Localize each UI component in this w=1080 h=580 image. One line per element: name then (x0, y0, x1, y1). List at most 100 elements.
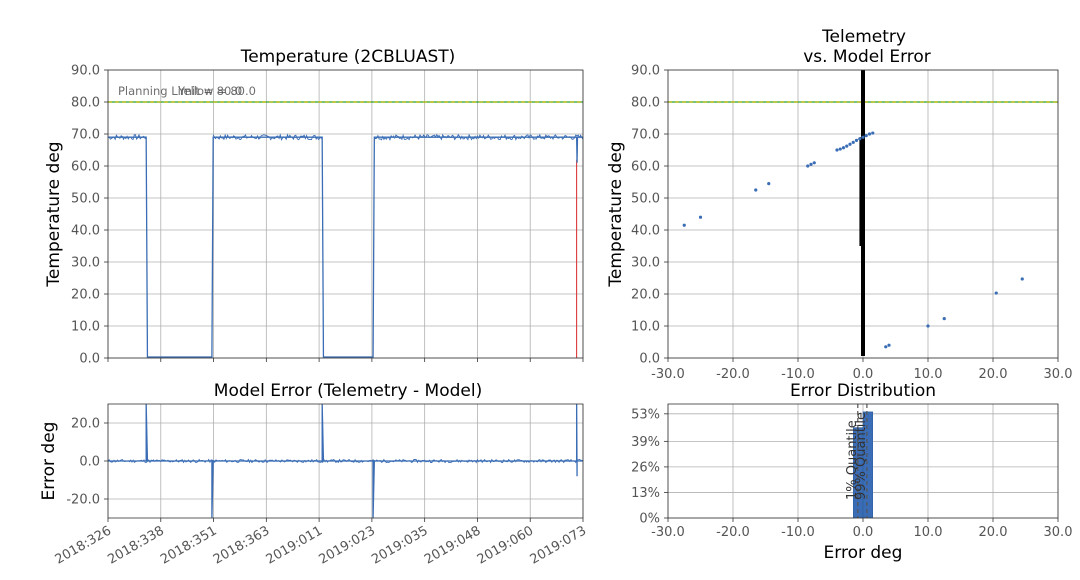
histogram-y-tick-label: 13% (631, 486, 660, 501)
model-error-title: Model Error (Telemetry - Model) (214, 381, 482, 401)
scatter-y-tick-label: 20.0 (631, 288, 660, 303)
histogram-y-tick-label: 0% (639, 512, 660, 527)
scatter-y-label: Temperature deg (606, 141, 626, 287)
temperature-x-ticks (107, 358, 584, 362)
scatter-y-tick-label: 30.0 (631, 256, 660, 271)
histogram-x-tick-label: 20.0 (979, 525, 1008, 540)
model-error-x-tick-label: 2019:073 (528, 523, 589, 567)
histogram-quantile-label: 1% Quantile (845, 420, 860, 500)
temperature-y-ticks: 0.0 10.0 20.0 30.0 40.0 50.0 60.0 70.0 80.0 90.0 (71, 64, 108, 367)
scatter-point (806, 164, 810, 168)
scatter-point (767, 182, 771, 186)
temperature-series (108, 133, 583, 358)
scatter-x-ticks: -30.0 -20.0 -10.0 0.0 10.0 20.0 30.0 (651, 358, 1072, 382)
scatter-point (851, 140, 855, 144)
model-error-panel: -20.00.020.0 2018:3262018:3382018:351201… (39, 381, 589, 568)
scatter-x-tick-label: -30.0 (651, 367, 685, 382)
model-error-y-tick-label: -20.0 (66, 493, 100, 508)
model-error-x-tick-label: 2018:338 (105, 523, 166, 567)
scatter-point (809, 162, 813, 166)
scatter-dense-band-offset (859, 137, 863, 246)
temperature-y-tick-label: 40.0 (71, 224, 100, 239)
histogram-y-ticks: 0% 13% 26% 39% 53% (631, 407, 668, 527)
scatter-point (754, 188, 758, 192)
scatter-point (682, 223, 686, 227)
model-error-x-tick-label: 2019:011 (264, 523, 325, 567)
histogram-x-tick-label: -20.0 (716, 525, 750, 540)
scatter-point (858, 137, 862, 141)
histogram-x-ticks: -30.0 -20.0 -10.0 0.0 10.0 20.0 30.0 (651, 518, 1072, 540)
model-error-x-tick-label: 2018:326 (53, 523, 114, 567)
scatter-title-line-1: Telemetry (821, 27, 906, 47)
model-error-noise (108, 458, 583, 464)
temperature-noise-segment (374, 133, 583, 141)
histogram-x-tick-label: 10.0 (914, 525, 943, 540)
scatter-y-tick-label: 70.0 (631, 128, 660, 143)
model-error-x-tick-label: 2019:048 (422, 523, 483, 567)
scatter-x-tick-label: 0.0 (853, 367, 874, 382)
histogram-x-tick-label: -10.0 (781, 525, 815, 540)
model-error-x-tick-label: 2018:351 (158, 523, 219, 567)
scatter-y-tick-label: 10.0 (631, 320, 660, 335)
temperature-y-tick-label: 20.0 (71, 288, 100, 303)
scatter-point (864, 134, 868, 138)
model-error-x-tick-label: 2019:035 (369, 523, 430, 567)
scatter-point (884, 345, 888, 349)
temperature-frame (107, 69, 584, 359)
scatter-point (861, 135, 865, 139)
scatter-point (1020, 277, 1024, 281)
model-error-x-ticks: 2018:3262018:3382018:3512018:3632019:011… (53, 518, 589, 568)
scatter-x-tick-label: -20.0 (716, 367, 750, 382)
histogram-y-tick-label: 53% (631, 407, 660, 422)
model-error-series (108, 404, 583, 518)
scatter-y-tick-label: 80.0 (631, 96, 660, 111)
temperature-y-tick-label: 50.0 (71, 192, 100, 207)
temperature-telemetry-line (108, 136, 583, 358)
histogram-x-tick-label: 30.0 (1044, 525, 1073, 540)
temperature-y-tick-label: 60.0 (71, 160, 100, 175)
model-error-y-tick-label: 0.0 (79, 455, 100, 470)
temperature-y-label: Temperature deg (44, 141, 64, 287)
temperature-noise-segment (212, 133, 323, 141)
scatter-x-tick-label: 20.0 (979, 367, 1008, 382)
planning-limit-annotation: Planning Limit = 80.0 (118, 84, 242, 98)
scatter-point (926, 324, 930, 328)
scatter-y-tick-label: 40.0 (631, 224, 660, 239)
histogram-x-tick-label: -30.0 (651, 525, 685, 540)
temperature-panel: 0.010.020.030.040.050.060.070.080.090.0 … (44, 47, 584, 367)
model-error-x-tick-label: 2018:363 (211, 523, 272, 567)
scatter-point (698, 215, 703, 219)
temperature-title: Temperature (2CBLUAST) (240, 47, 456, 67)
scatter-x-tick-label: 30.0 (1044, 367, 1073, 382)
scatter-points (682, 70, 1024, 356)
scatter-x-tick-label: -10.0 (781, 367, 815, 382)
histogram-x-label: Error deg (824, 543, 903, 563)
histogram-y-tick-label: 39% (631, 435, 660, 450)
scatter-y-tick-label: 90.0 (631, 64, 660, 79)
model-error-y-ticks: -20.0 0.0 20.0 (66, 417, 108, 508)
scatter-point (887, 343, 891, 347)
scatter-point (854, 138, 859, 142)
scatter-point (835, 148, 839, 152)
temperature-limit-lines (108, 101, 583, 358)
scatter-point (845, 144, 849, 148)
scatter-y-ticks: 0.0 10.0 20.0 30.0 40.0 50.0 60.0 70.0 80.0 90.0 (631, 64, 668, 367)
scatter-title-line-2: vs. Model Error (803, 47, 931, 67)
scatter-point (812, 161, 816, 165)
scatter-y-tick-label: 0.0 (639, 352, 660, 367)
histogram-title: Error Distribution (790, 381, 936, 401)
histogram-quantile-label: 99% Quantile (854, 412, 869, 500)
model-error-x-tick-label: 2019:023 (316, 523, 377, 567)
scatter-point (848, 142, 852, 146)
scatter-point (867, 132, 872, 136)
scatter-panel: 0.010.020.030.040.050.060.070.080.090.0 … (606, 27, 1072, 382)
model-error-y-label: Error deg (39, 422, 59, 501)
histogram-x-tick-label: 0.0 (853, 525, 874, 540)
model-error-y-tick-label: 20.0 (71, 417, 100, 432)
scatter-x-tick-label: 10.0 (914, 367, 943, 382)
model-error-x-tick-label: 2019:060 (475, 523, 536, 567)
temperature-y-tick-label: 30.0 (71, 256, 100, 271)
